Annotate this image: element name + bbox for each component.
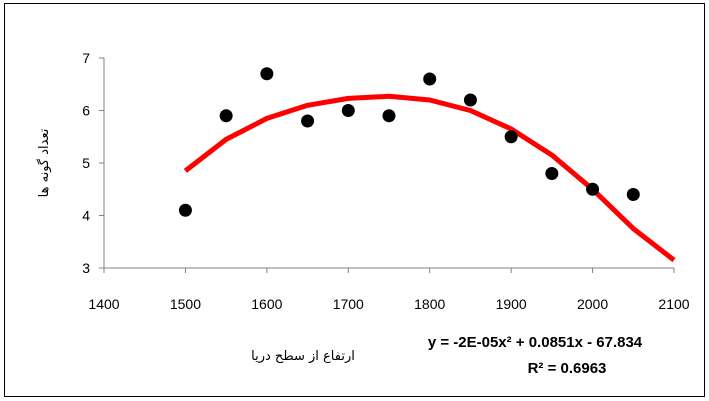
- x-axis-title: ارتفاع از سطح دریا: [251, 349, 355, 364]
- data-point: [463, 93, 477, 107]
- y-tick-label: 3: [82, 260, 90, 276]
- data-point: [219, 109, 233, 123]
- y-axis-title: تعداد گونه ها: [36, 128, 52, 197]
- chart-area: [4, 3, 705, 397]
- data-point: [178, 203, 192, 217]
- x-tick-label: 1800: [414, 296, 445, 312]
- data-point: [382, 109, 396, 123]
- y-tick-label: 7: [82, 50, 90, 66]
- data-point: [423, 72, 437, 86]
- y-tick-label: 6: [82, 103, 90, 119]
- x-tick-label: 1400: [88, 296, 119, 312]
- trendline-layer: [183, 93, 676, 263]
- axes: [99, 57, 675, 273]
- data-points: [178, 67, 640, 217]
- data-point: [504, 130, 518, 144]
- x-tick-label: 2100: [658, 296, 689, 312]
- data-point: [626, 188, 640, 201]
- trendline-r-squared: R² = 0.6963: [528, 360, 607, 377]
- y-tick-label: 5: [82, 155, 90, 171]
- x-tick-label: 2000: [577, 296, 608, 312]
- trendline-curve: [183, 93, 676, 263]
- data-point: [545, 167, 559, 180]
- data-point: [586, 182, 600, 196]
- data-point: [301, 114, 315, 128]
- trendline-equation: y = -2E-05x² + 0.0851x - 67.834: [428, 334, 643, 351]
- x-tick-label: 1700: [333, 296, 364, 312]
- x-tick-label: 1500: [170, 296, 201, 312]
- data-point: [260, 67, 274, 81]
- x-tick-label: 1600: [251, 296, 282, 312]
- tick-labels: 3 4 5 6 7 1400 1500 1600 1700 1800 1900 2000 2100: [82, 50, 690, 312]
- y-tick-label: 4: [82, 208, 90, 224]
- x-tick-label: 1900: [496, 296, 527, 312]
- data-point: [341, 104, 355, 117]
